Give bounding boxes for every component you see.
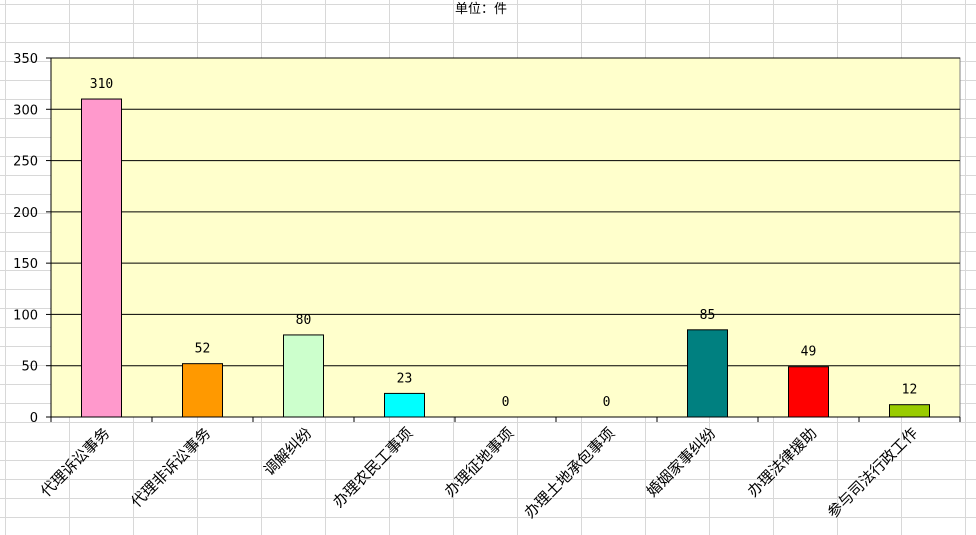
bar [384,392,425,418]
bar-value-label: 0 [603,395,611,410]
y-tick-label: 350 [13,52,38,67]
bar [788,366,829,418]
bar-value-label: 52 [195,342,211,357]
bar [81,98,122,418]
y-tick-label: 0 [30,411,38,426]
x-tick-label: 调解纠纷 [260,424,315,479]
x-tick-label: 办理农民工事项 [329,424,416,511]
x-tick-label: 办理征地事项 [441,424,517,500]
bar-value-label: 80 [296,313,312,328]
y-tick-label: 200 [13,206,38,221]
x-tick-labels: 代理诉讼事务 代理非诉讼事务 调解纠纷 办理农民工事项 办理征地事项 办理土地承包事项 婚姻… [37,424,921,522]
axes [46,57,961,422]
bar [283,334,324,418]
chart-title: 单位：件 [455,2,507,17]
bar-value-label: 12 [902,383,918,398]
y-tick-label: 300 [13,103,38,118]
bars [81,98,930,418]
bar-value-label: 49 [801,345,817,360]
bar-value-label: 0 [502,395,510,410]
bar-value-label: 310 [90,77,113,92]
bar [889,404,930,418]
y-tick-labels: 0 50 100 150 200 250 300 350 [13,52,38,426]
x-tick-label: 代理诉讼事务 [37,424,113,500]
x-tick-label: 参与司法行政工作 [824,424,922,522]
x-tick-label: 办理土地承包事项 [521,424,619,522]
bar-value-label: 23 [397,371,413,386]
bar [687,329,728,418]
bar-labels: 310 52 80 23 0 0 85 49 12 [90,77,918,410]
y-tick-label: 50 [21,360,38,375]
x-tick-label: 婚姻家事纠纷 [643,424,719,500]
y-tick-label: 100 [13,308,38,323]
x-tick-label: 代理非诉讼事务 [127,424,214,511]
bar [182,363,223,418]
bar-value-label: 85 [700,308,716,323]
y-tick-label: 150 [13,257,38,272]
y-tick-label: 250 [13,155,38,170]
x-tick-label: 办理法律援助 [744,424,820,500]
plot-area [50,57,961,418]
